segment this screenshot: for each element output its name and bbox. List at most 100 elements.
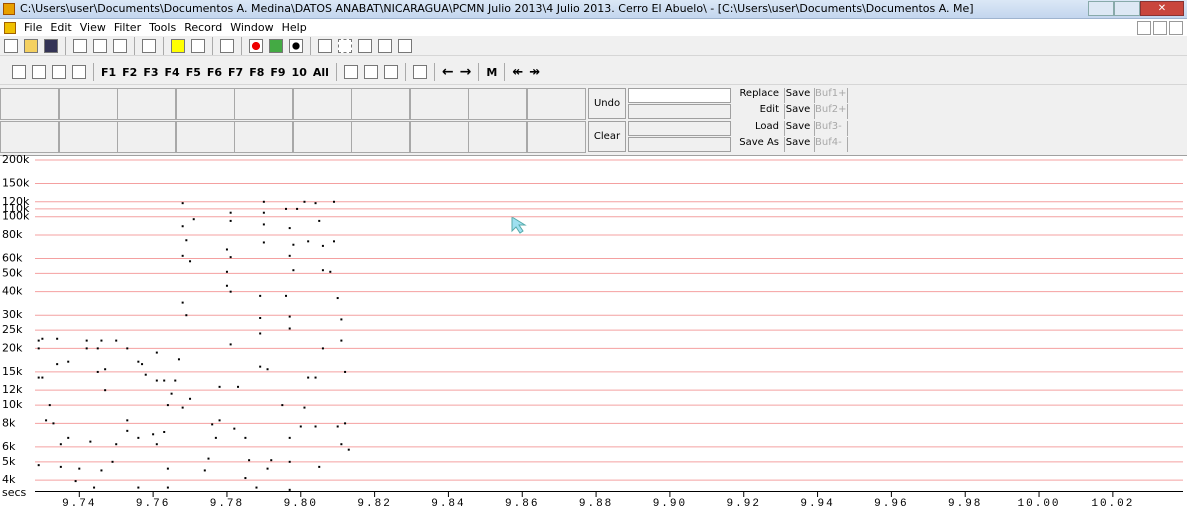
menu-item[interactable]: Record bbox=[184, 21, 223, 34]
grid-cell[interactable] bbox=[351, 121, 410, 153]
minimize-button[interactable] bbox=[1088, 1, 1114, 16]
grid-cell[interactable] bbox=[409, 121, 469, 153]
tool-button[interactable] bbox=[93, 39, 107, 53]
clear-button[interactable]: Clear bbox=[588, 121, 626, 152]
menu-item[interactable]: Tools bbox=[149, 21, 177, 34]
tool-button[interactable] bbox=[378, 39, 392, 53]
grid-cell[interactable] bbox=[117, 88, 176, 120]
tool-button[interactable] bbox=[269, 39, 283, 53]
file-button[interactable]: Load bbox=[755, 120, 779, 132]
arrow-right[interactable]: → bbox=[459, 64, 472, 80]
undo-button[interactable]: Undo bbox=[588, 88, 626, 119]
buffer-button[interactable]: Buf4- bbox=[814, 136, 848, 152]
grid-cell[interactable] bbox=[468, 88, 527, 120]
text-box[interactable] bbox=[628, 137, 731, 152]
file-button[interactable]: Edit bbox=[759, 104, 779, 116]
buffer-button[interactable]: Buf1+ bbox=[814, 88, 848, 103]
menu-item[interactable]: Edit bbox=[50, 21, 72, 34]
menu-item[interactable]: View bbox=[79, 21, 106, 34]
grid-cell[interactable] bbox=[58, 88, 118, 120]
grid-cell[interactable] bbox=[526, 121, 586, 153]
close-button[interactable]: ✕ bbox=[1140, 1, 1184, 16]
grid-cell[interactable] bbox=[234, 121, 293, 153]
jump-back[interactable]: ↞ bbox=[512, 64, 524, 80]
key-button[interactable]: F1 bbox=[101, 65, 117, 79]
menu-item[interactable]: File bbox=[24, 21, 43, 34]
grid-cell[interactable] bbox=[292, 121, 352, 153]
grid-cell[interactable] bbox=[234, 88, 293, 120]
key-button[interactable]: All bbox=[312, 65, 329, 79]
tool-button[interactable] bbox=[113, 39, 127, 53]
save-button[interactable]: Save bbox=[784, 104, 811, 120]
key-button[interactable]: F9 bbox=[270, 65, 286, 79]
call-point bbox=[96, 347, 99, 350]
tool-button[interactable] bbox=[289, 39, 303, 53]
key-button[interactable]: F8 bbox=[249, 65, 265, 79]
call-point bbox=[163, 379, 166, 382]
mdi-close[interactable] bbox=[1169, 20, 1183, 35]
text-box[interactable] bbox=[628, 88, 731, 103]
tool-button[interactable] bbox=[32, 65, 46, 79]
key-button[interactable]: F5 bbox=[185, 65, 201, 79]
grid-cell[interactable] bbox=[117, 121, 176, 153]
grid-cell[interactable] bbox=[409, 88, 469, 120]
buffer-button[interactable]: Buf2+ bbox=[814, 104, 848, 120]
text-box[interactable] bbox=[628, 104, 731, 119]
tool-button[interactable] bbox=[4, 39, 18, 53]
grid-cell[interactable] bbox=[351, 88, 410, 120]
tool-button[interactable] bbox=[24, 39, 38, 53]
key-button[interactable]: F6 bbox=[206, 65, 223, 79]
mdi-minimize[interactable] bbox=[1137, 20, 1151, 35]
menu-item[interactable]: Window bbox=[230, 21, 274, 34]
grid-cell[interactable] bbox=[175, 121, 235, 153]
tool-button[interactable] bbox=[363, 65, 378, 79]
key-button[interactable]: 10 bbox=[291, 65, 307, 79]
tool-button[interactable] bbox=[191, 39, 205, 53]
tool-button[interactable] bbox=[142, 39, 156, 53]
save-button[interactable]: Save bbox=[784, 136, 811, 152]
tool-button[interactable] bbox=[73, 39, 87, 53]
control-panel: Undo Clear Replace Save Buf1+ Edit Save Buf2+… bbox=[0, 86, 1187, 154]
text-box[interactable] bbox=[628, 121, 731, 136]
call-point bbox=[307, 240, 310, 243]
file-button[interactable]: Save As bbox=[739, 136, 779, 148]
key-button[interactable]: M bbox=[486, 65, 498, 79]
grid-cell[interactable] bbox=[468, 121, 527, 153]
tool-button[interactable] bbox=[52, 65, 66, 79]
tool-button[interactable] bbox=[338, 39, 352, 53]
grid-cell[interactable] bbox=[0, 121, 59, 153]
menu-item[interactable]: Filter bbox=[113, 21, 142, 34]
buffer-button[interactable]: Buf3- bbox=[814, 120, 848, 136]
menu-item[interactable]: Help bbox=[281, 21, 307, 34]
mdi-restore[interactable] bbox=[1153, 20, 1167, 35]
arrow-left[interactable]: ← bbox=[441, 64, 454, 80]
tool-button[interactable] bbox=[220, 39, 234, 53]
key-button[interactable]: F4 bbox=[164, 65, 180, 79]
tool-button[interactable] bbox=[398, 39, 412, 53]
grid-cell[interactable] bbox=[526, 88, 586, 120]
grid-cell[interactable] bbox=[175, 88, 235, 120]
grid-cell[interactable] bbox=[292, 88, 352, 120]
jump-forward[interactable]: ↠ bbox=[529, 64, 541, 80]
key-button[interactable]: F3 bbox=[143, 65, 159, 79]
y-tick-label: 100k bbox=[2, 210, 30, 223]
file-button[interactable]: Replace bbox=[739, 88, 779, 99]
key-button[interactable]: F7 bbox=[228, 65, 244, 79]
maximize-button[interactable] bbox=[1114, 1, 1140, 16]
tool-button[interactable] bbox=[358, 39, 372, 53]
save-button[interactable]: Save bbox=[784, 120, 811, 136]
tool-button[interactable] bbox=[383, 65, 398, 79]
tool-button[interactable] bbox=[12, 65, 26, 79]
tool-button[interactable] bbox=[318, 39, 332, 53]
tool-button[interactable] bbox=[343, 65, 358, 79]
save-button[interactable]: Save bbox=[784, 88, 811, 103]
tool-button[interactable] bbox=[72, 65, 86, 79]
grid-cell[interactable] bbox=[0, 88, 59, 120]
call-point bbox=[248, 459, 251, 462]
tool-button[interactable] bbox=[249, 39, 263, 53]
tool-button[interactable] bbox=[171, 39, 185, 53]
key-button[interactable]: F2 bbox=[122, 65, 138, 79]
tool-button[interactable] bbox=[412, 65, 427, 79]
tool-button[interactable] bbox=[44, 39, 58, 53]
grid-cell[interactable] bbox=[58, 121, 118, 153]
